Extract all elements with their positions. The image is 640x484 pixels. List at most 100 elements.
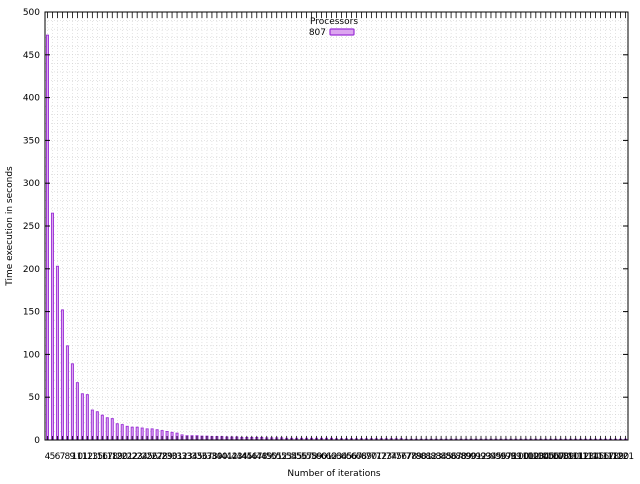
- x-tick-label: 54: [286, 452, 298, 462]
- bar: [65, 345, 69, 441]
- x-tick-label: 119: [607, 452, 624, 462]
- x-tick-label: 60: [316, 452, 328, 462]
- x-tick-label: 121: [617, 452, 634, 462]
- x-tick-label: 26: [146, 452, 158, 462]
- x-tick-label: 47: [251, 452, 262, 462]
- x-tick-label: 72: [376, 452, 387, 462]
- x-tick-label: 28: [156, 452, 168, 462]
- x-tick-label: 106: [542, 452, 559, 462]
- x-tick-label: 51: [271, 452, 282, 462]
- legend-series-label: 807: [309, 28, 326, 38]
- y-tick-label: 100: [23, 350, 40, 360]
- bar: [45, 34, 49, 441]
- x-tick-label: 35: [191, 452, 202, 462]
- x-tick-label: 116: [592, 452, 609, 462]
- x-tick-label: 102: [522, 452, 539, 462]
- x-tick-label: 99: [510, 452, 522, 462]
- x-tick-label: 86: [445, 452, 457, 462]
- x-tick-label: 32: [176, 452, 187, 462]
- x-tick-label: 48: [256, 452, 268, 462]
- x-tick-label: 45: [241, 452, 252, 462]
- x-tick-label: 85: [440, 452, 451, 462]
- legend-title: Processors: [310, 17, 358, 27]
- x-tick-label: 39: [211, 452, 223, 462]
- x-tick-label: 75: [391, 452, 402, 462]
- x-tick-label: 108: [552, 452, 569, 462]
- x-tick-label: 97: [500, 452, 511, 462]
- x-tick-label: 79: [410, 452, 422, 462]
- x-tick-label: 70: [366, 452, 378, 462]
- x-tick-label: 20: [117, 452, 129, 462]
- x-tick-label: 105: [537, 452, 554, 462]
- y-axis-label: Time execution in seconds: [5, 166, 15, 287]
- y-tick-label: 50: [29, 393, 41, 403]
- x-tick-label: 7: [60, 452, 66, 462]
- x-tick-label: 92: [475, 452, 486, 462]
- x-tick-label: 63: [331, 452, 342, 462]
- x-tick-label: 93: [480, 452, 491, 462]
- y-tick-label: 250: [23, 222, 40, 232]
- bar: [90, 409, 94, 441]
- x-tick-label: 91: [470, 452, 481, 462]
- x-tick-label: 55: [291, 452, 302, 462]
- y-tick-label: 200: [23, 265, 40, 275]
- x-tick-label: 100: [512, 452, 529, 462]
- x-tick-label: 109: [557, 452, 574, 462]
- x-tick-label: 96: [495, 452, 507, 462]
- x-tick-label: 110: [562, 452, 579, 462]
- x-tick-label: 6: [55, 452, 61, 462]
- x-tick-label: 64: [336, 452, 348, 462]
- x-tick-label: 22: [126, 452, 137, 462]
- x-tick-label: 10: [72, 452, 84, 462]
- x-tick-label: 101: [517, 452, 534, 462]
- x-tick-label: 73: [381, 452, 392, 462]
- x-tick-label: 71: [371, 452, 382, 462]
- y-tick-label: 400: [23, 94, 40, 104]
- x-tick-label: 61: [321, 452, 332, 462]
- x-tick-label: 41: [221, 452, 232, 462]
- x-tick-label: 21: [121, 452, 132, 462]
- x-tick-label: 84: [435, 452, 447, 462]
- x-tick-label: 58: [306, 452, 318, 462]
- x-tick-label: 37: [201, 452, 212, 462]
- x-tick-label: 25: [141, 452, 152, 462]
- bar: [85, 394, 89, 441]
- x-tick-label: 56: [296, 452, 308, 462]
- x-tick-label: 49: [261, 452, 273, 462]
- bar: [75, 382, 79, 441]
- x-tick-label: 44: [236, 452, 248, 462]
- x-tick-label: 18: [107, 452, 119, 462]
- x-tick-label: 46: [246, 452, 258, 462]
- x-tick-label: 78: [406, 452, 418, 462]
- x-tick-label: 52: [276, 452, 287, 462]
- x-tick-label: 15: [92, 452, 103, 462]
- x-tick-label: 95: [490, 452, 501, 462]
- legend: Processors 807: [309, 17, 359, 38]
- x-tick-label: 67: [351, 452, 362, 462]
- bar: [95, 411, 99, 441]
- x-tick-label: 74: [386, 452, 398, 462]
- x-tick-label: 120: [612, 452, 629, 462]
- bar: [55, 265, 59, 441]
- x-tick-label: 118: [602, 452, 619, 462]
- bar: [60, 309, 64, 441]
- legend-swatch: [329, 28, 355, 36]
- x-tick-label: 98: [505, 452, 517, 462]
- x-tick-label: 77: [401, 452, 412, 462]
- x-tick-label: 94: [485, 452, 497, 462]
- y-tick-label: 500: [23, 8, 40, 18]
- x-tick-label: 81: [420, 452, 431, 462]
- x-tick-label: 114: [582, 452, 599, 462]
- x-tick-label: 117: [597, 452, 614, 462]
- x-tick-label: 59: [311, 452, 323, 462]
- x-tick-label: 19: [112, 452, 124, 462]
- x-tick-label: 23: [131, 452, 142, 462]
- x-tick-label: 90: [465, 452, 477, 462]
- x-tick-label: 83: [430, 452, 441, 462]
- x-tick-label: 40: [216, 452, 228, 462]
- x-tick-label: 111: [567, 452, 584, 462]
- x-tick-label: 8: [65, 452, 71, 462]
- x-tick-label: 68: [356, 452, 368, 462]
- x-tick-label: 82: [425, 452, 436, 462]
